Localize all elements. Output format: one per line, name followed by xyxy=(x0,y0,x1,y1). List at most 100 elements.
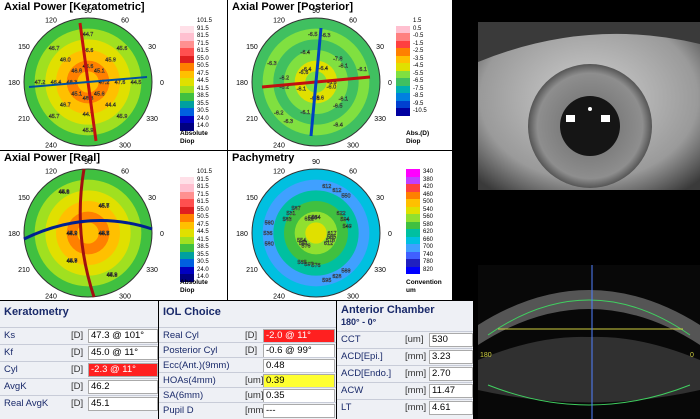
map-value: 45.7 xyxy=(99,203,110,209)
metric-unit: [um] xyxy=(245,375,264,386)
scale-label: 780 xyxy=(423,259,434,266)
scale-label: 14.0 xyxy=(197,123,209,130)
scale-step: 1.5 xyxy=(396,18,452,26)
map-value: -6.1 xyxy=(357,67,366,73)
scale-step: 55.0 xyxy=(180,206,227,214)
map-value: 45.2 xyxy=(67,231,78,237)
scale-label: 81.5 xyxy=(197,184,209,191)
scale-label: -4.5 xyxy=(413,63,424,70)
metric-value: -0.6 @ 99° xyxy=(263,343,335,358)
map-value: 45.5 xyxy=(99,203,110,209)
map-value: 587 xyxy=(291,206,300,212)
map-value: 45.9 xyxy=(117,114,128,120)
scale-label: 101.5 xyxy=(197,18,213,25)
map-value: -6.1 xyxy=(301,110,310,116)
metric-row: Kf [D] 45.0 @ 11° xyxy=(0,344,158,360)
iol-panel: IOL Choice Real Cyl [D] -2.0 @ 11° Posterio… xyxy=(159,301,336,419)
map-canvas[interactable]: 9060120301501800210330240300270617622612… xyxy=(228,151,403,300)
color-scale: 1.5 0.5 -0.5 -1.5 -2.5 -3.5 -4.5 -5.5 -6.5 -7.5 -8… xyxy=(396,18,452,116)
scale-step: 660 xyxy=(406,236,452,244)
map-value: 548 xyxy=(308,215,317,221)
degree-label: 0 xyxy=(160,231,164,238)
map-value: 45.7 xyxy=(67,259,78,265)
scale-step: -3.5 xyxy=(396,55,452,63)
scale-label: 44.5 xyxy=(197,229,209,236)
scale-label: 71.5 xyxy=(197,191,209,198)
metric-unit: [mm] xyxy=(405,402,427,413)
keratometry-panel: Keratometry Ks [D] 47.3 @ 101° Kf [D] 45.0 @ … xyxy=(0,301,158,419)
map-value: -6.5 xyxy=(308,32,317,38)
map-value: 46.7 xyxy=(99,231,110,237)
scale-label: 30.5 xyxy=(197,108,209,115)
scale-label: 81.5 xyxy=(197,33,209,40)
map-value: 564 xyxy=(311,215,320,221)
map-posterior[interactable]: Axial Power [Posterior] 90 60 120 30 150 180 0… xyxy=(228,0,452,150)
map-value: 622 xyxy=(336,211,345,217)
scale-label: 1.5 xyxy=(413,18,422,25)
metric-row: LT [mm] 4.61 xyxy=(337,399,473,415)
map-value: 46.7 xyxy=(60,103,71,109)
degree-label: 150 xyxy=(18,195,30,202)
scale-label: 460 xyxy=(423,191,434,198)
metric-unit: [D] xyxy=(71,364,84,375)
map-value: 44.7 xyxy=(83,112,94,118)
degree-label: 240 xyxy=(45,293,57,300)
degree-label: 30 xyxy=(148,195,156,202)
map-canvas[interactable]: 906012030150180021033024030027046.745.54… xyxy=(0,151,175,300)
map-value: 580 xyxy=(265,242,274,248)
anterior-chamber-panel: Anterior Chamber 180° - 0° CCT [um] 530 ACD… xyxy=(337,301,473,419)
scale-label: 580 xyxy=(423,221,434,228)
degree-label: 30 xyxy=(148,44,156,51)
metric-row: Ks [D] 47.3 @ 101° xyxy=(0,327,158,343)
scale-step: 540 xyxy=(406,206,452,214)
degree-label: 30 xyxy=(376,195,384,202)
metric-row: Real AvgK [D] 45.1 xyxy=(0,395,158,411)
scale-unit: Convention um xyxy=(406,279,442,294)
degree-label: 0 xyxy=(388,231,392,238)
map-pachymetry[interactable]: Pachymetry 90601203015018002103302403002… xyxy=(228,151,452,300)
scale-step: 35.5 xyxy=(180,251,227,259)
degree-label: 150 xyxy=(246,195,258,202)
map-value: 45.6 xyxy=(94,91,105,97)
map-value: 44.0 xyxy=(59,189,70,195)
map-value: -6.6 xyxy=(299,70,308,76)
scale-step: 340 xyxy=(406,169,452,177)
scale-step: 50.5 xyxy=(180,214,227,222)
metric-label: Ecc(Ant.)(9mm) xyxy=(163,360,230,371)
scale-label: -9.5 xyxy=(413,100,424,107)
scale-step: 560 xyxy=(406,214,452,222)
metric-row: HOAs(4mm) [um] 0.39 xyxy=(159,372,336,388)
scale-label: 700 xyxy=(423,244,434,251)
map-value: -6.5 xyxy=(333,103,342,109)
metric-value: -2.3 @ 11° xyxy=(88,362,158,377)
map-value: -6.1 xyxy=(297,86,306,92)
scale-label: 0.5 xyxy=(413,25,422,32)
degree-label: 60 xyxy=(121,18,129,25)
metric-value: 4.61 xyxy=(429,400,473,415)
scale-label: 55.0 xyxy=(197,206,209,213)
map-value: 45.7 xyxy=(99,203,110,209)
map-value: 48.0 xyxy=(60,57,71,63)
metric-value: --- xyxy=(263,403,335,418)
map-value: 44.9 xyxy=(107,273,118,279)
map-real[interactable]: Axial Power [Real] 90 60 120 30 150 180 0 210 33… xyxy=(0,151,227,300)
degree-label: 300 xyxy=(347,142,359,149)
scale-label: 820 xyxy=(423,266,434,273)
eye-photo xyxy=(478,22,700,190)
scale-label: 101.5 xyxy=(197,169,213,176)
map-canvas[interactable]: 9060120301501800210330240300270-6.6-7.8-… xyxy=(228,0,403,150)
degree-label: 240 xyxy=(273,293,285,300)
map-keratometric[interactable]: Axial Power [Keratometric] 90 60 120 30 150 1… xyxy=(0,0,227,150)
degree-label: 60 xyxy=(121,169,129,176)
scale-step: -5.5 xyxy=(396,70,452,78)
scale-step: 38.5 xyxy=(180,93,227,101)
metric-value: 46.2 xyxy=(88,379,158,394)
map-canvas[interactable]: 906012030150180021033024030027047.245.94… xyxy=(0,0,175,150)
scale-step: -0.5 xyxy=(396,33,452,41)
scale-label: 71.5 xyxy=(197,40,209,47)
metric-row: Pupil D [mm] --- xyxy=(159,402,336,418)
scale-step: 500 xyxy=(406,199,452,207)
map-value: 45.7 xyxy=(49,114,60,120)
scale-label: -2.5 xyxy=(413,48,424,55)
oct-right-label: 0 xyxy=(690,352,694,359)
